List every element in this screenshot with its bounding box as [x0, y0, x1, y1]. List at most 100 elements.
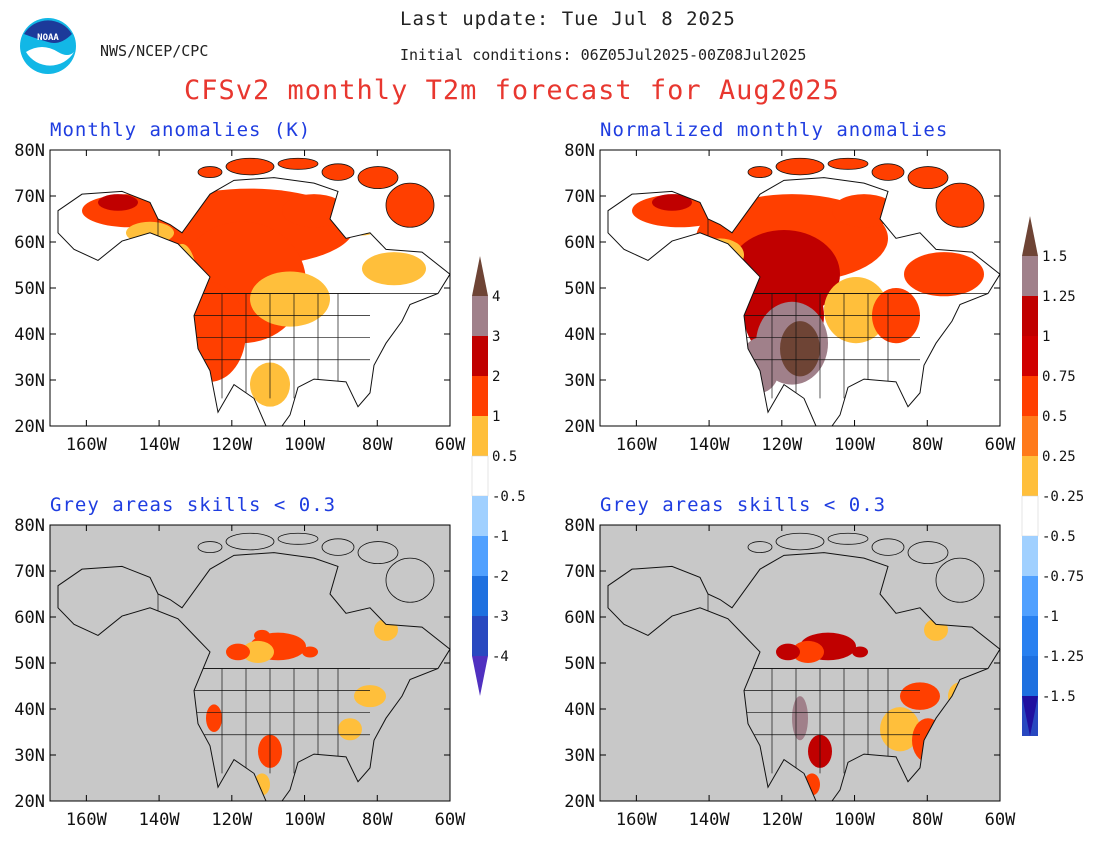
colorbar-segment	[1022, 576, 1038, 616]
anomaly-blob	[780, 321, 820, 377]
map-background	[50, 525, 450, 801]
arctic-island	[747, 166, 773, 178]
colorbar-label: 3	[492, 329, 500, 345]
colorbar-segment	[472, 616, 488, 656]
panel-title-br: Grey areas skills < 0.3	[600, 494, 887, 516]
lat-label: 70N	[14, 562, 45, 582]
arctic-island	[775, 532, 825, 551]
colorbar-label: -3	[492, 609, 509, 625]
colorbar-arrow-bottom	[472, 656, 488, 696]
colorbar-label: -2	[492, 569, 509, 585]
coastline	[57, 177, 451, 427]
lat-label: 60N	[564, 233, 595, 253]
anomaly-blob	[242, 640, 274, 664]
map-background	[600, 525, 1000, 801]
coastline	[607, 552, 1001, 802]
lat-label: 80N	[564, 516, 595, 536]
lat-label: 60N	[564, 608, 595, 628]
colorbar-label: -0.25	[1042, 489, 1084, 505]
map-panel-br: 80N 70N 60N 50N 40N 30N 20N 160W 140W 120W 100W 80W…	[564, 516, 1016, 830]
colorbar-arrow-top	[472, 256, 488, 296]
colorbar-right: 1.5 1.25 1 0.75 0.5 0.25 -0.25 -0.5 -0.75 -1 -1.25…	[1021, 216, 1084, 736]
lon-label: 140W	[139, 810, 181, 830]
colorbar-segment	[472, 376, 488, 416]
lon-label: 160W	[616, 435, 658, 455]
colorbar-segment	[1022, 456, 1038, 496]
lat-label: 20N	[14, 417, 45, 437]
arctic-island	[197, 541, 223, 553]
lat-label: 50N	[14, 279, 45, 299]
colorbar-label: 2	[492, 369, 500, 385]
last-update: Last update: Tue Jul 8 2025	[400, 8, 736, 30]
colorbar-label: 0.5	[1042, 409, 1067, 425]
colorbar-label: -1.25	[1042, 649, 1084, 665]
arctic-island	[907, 166, 949, 190]
colorbar-arrow-bottom	[1022, 696, 1038, 736]
colorbar-segment	[1022, 416, 1038, 456]
lon-label: 100W	[834, 435, 876, 455]
lon-label: 160W	[66, 435, 108, 455]
lon-label: 60W	[435, 810, 466, 830]
lon-label: 160W	[66, 810, 108, 830]
lon-label: 100W	[284, 435, 326, 455]
logo-text: NOAA	[37, 33, 59, 43]
lon-label: 140W	[139, 435, 181, 455]
lat-label: 30N	[14, 371, 45, 391]
colorbar-label: 0.25	[1042, 449, 1076, 465]
lon-label: 60W	[985, 435, 1016, 455]
lat-label: 70N	[564, 562, 595, 582]
lon-label: 120W	[211, 810, 253, 830]
arctic-island	[277, 532, 319, 545]
colorbar-segment	[472, 536, 488, 576]
colorbar-left: 4 3 2 1 0.5 -0.5 -1 -2 -3 -4	[471, 256, 526, 696]
lat-label: 80N	[564, 141, 595, 161]
anomaly-blob	[880, 707, 920, 752]
colorbar-segment	[472, 416, 488, 456]
anomaly-blob	[852, 646, 868, 658]
map-panel-tl: 80N 70N 60N 50N 40N 30N 20N 160W 140W 120W 100W 80W…	[14, 141, 466, 455]
colorbar-segment	[1022, 336, 1038, 376]
colorbar-label: -0.75	[1042, 569, 1084, 585]
arctic-island	[907, 541, 949, 565]
anomaly-blob	[226, 643, 250, 661]
colorbar-segment	[1022, 256, 1038, 296]
map-panel-bl: 80N 70N 60N 50N 40N 30N 20N 160W 140W 120W 100W 80W…	[14, 516, 466, 830]
lat-label: 70N	[564, 187, 595, 207]
arctic-island	[225, 532, 275, 551]
lat-label: 20N	[564, 792, 595, 812]
colorbar-segment	[472, 336, 488, 376]
lat-label: 60N	[14, 608, 45, 628]
anomaly-blob	[652, 194, 692, 211]
colorbar-label: -1	[492, 529, 509, 545]
arctic-island	[197, 166, 223, 178]
lon-label: 80W	[912, 810, 943, 830]
anomaly-blob	[254, 629, 270, 641]
colorbar-label: -0.5	[492, 489, 526, 505]
anomaly-blob	[302, 646, 318, 658]
anomaly-blob	[776, 643, 800, 661]
arctic-island	[871, 163, 905, 181]
lat-label: 50N	[564, 279, 595, 299]
lon-label: 140W	[689, 435, 731, 455]
lat-label: 50N	[14, 654, 45, 674]
arctic-island	[747, 541, 773, 553]
arctic-island	[225, 157, 275, 176]
anomaly-blob	[904, 252, 984, 297]
page-title: CFSv2 monthly T2m forecast for Aug2025	[184, 75, 840, 106]
lon-label: 80W	[362, 435, 393, 455]
panel-title-tl: Monthly anomalies (K)	[50, 119, 312, 141]
panel-title-tr: Normalized monthly anomalies	[600, 119, 949, 141]
colorbar-segment	[472, 576, 488, 616]
colorbar-label: 4	[492, 289, 500, 305]
colorbar-label: 1	[492, 409, 500, 425]
lon-label: 80W	[362, 810, 393, 830]
arctic-island	[321, 538, 355, 556]
colorbar-label: -1.5	[1042, 689, 1076, 705]
colorbar-label: -0.5	[1042, 529, 1076, 545]
lat-label: 30N	[14, 746, 45, 766]
colorbar-label: 0.75	[1042, 369, 1076, 385]
lon-label: 100W	[834, 810, 876, 830]
lon-label: 160W	[616, 810, 658, 830]
